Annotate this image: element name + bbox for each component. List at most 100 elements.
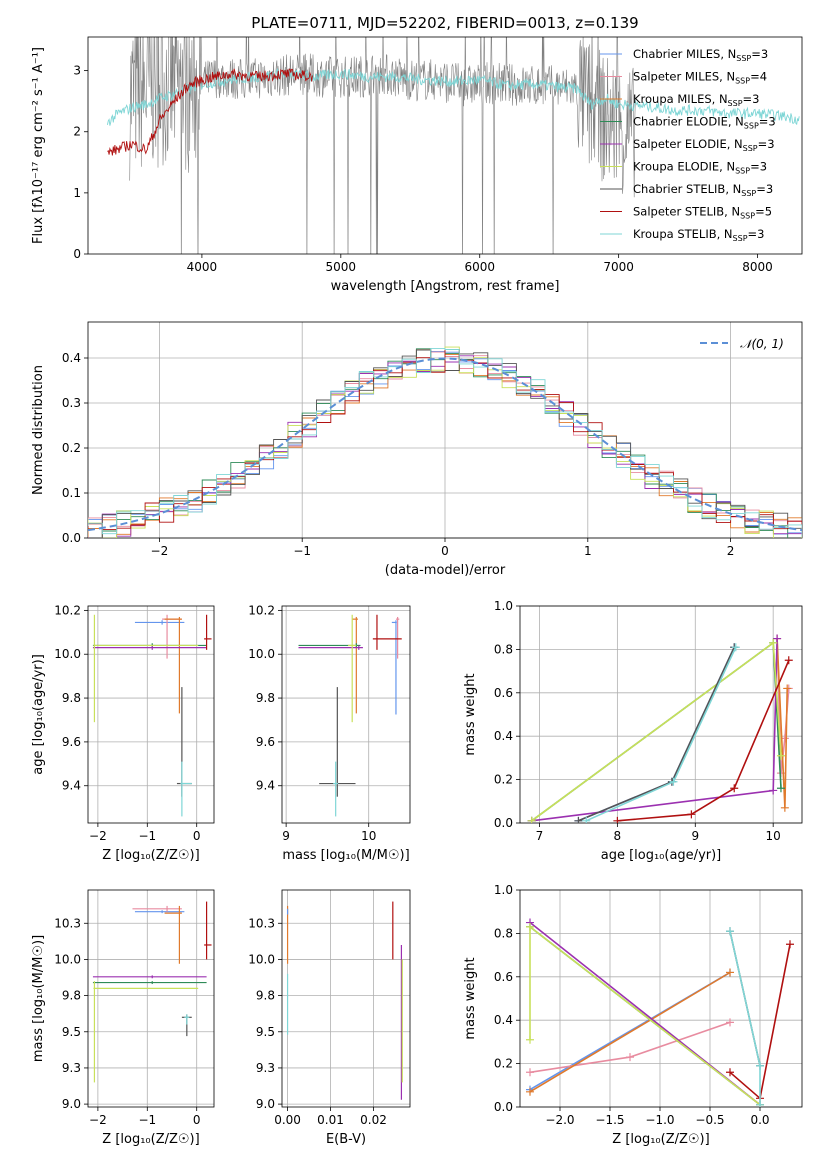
x-axis-label: mass [log₁₀(M/M☉)]	[282, 848, 409, 863]
weight-marker-kroupa-stelib	[731, 643, 740, 652]
legend-label: Chabrier MILES, NSSP=3	[633, 47, 768, 63]
legend-sub: SSP	[735, 167, 750, 176]
legend-label: Kroupa STELIB, NSSP=3	[633, 227, 764, 243]
legend-label: Kroupa MILES, NSSP=3	[633, 92, 759, 108]
legend-suffix: =3	[751, 47, 768, 61]
weight-marker-kroupa-miles	[780, 803, 789, 812]
weight-marker-salpeter-miles	[526, 1068, 534, 1077]
y-tick-label: 0.4	[62, 351, 81, 365]
weight-marker-salpeter-stelib	[687, 810, 696, 819]
weight-line-kroupa-miles	[529, 971, 731, 1093]
legend-label: 𝒩(0, 1)	[740, 337, 784, 351]
spectrum-panel: 4000 5000 6000 7000 8000 0 1 2 3 wavelength [Angs…	[31, 36, 803, 294]
y-tick-label: 10.0	[248, 952, 275, 966]
y-tick-label: 9.8	[256, 989, 275, 1003]
weight-marker-kroupa-stelib	[582, 816, 591, 823]
age-vs-Z-panel: −2 −1 0 9.4 9.6 9.8 10.0 10.2 Z [log₁₀(Z/Z☉)] age…	[31, 603, 215, 863]
legend-suffix: =3	[743, 92, 760, 106]
legend-suffix: =3	[758, 137, 775, 151]
legend-label: Salpeter STELIB, NSSP=5	[633, 205, 772, 221]
x-axis-label: (data-model)/error	[385, 563, 506, 578]
y-tick-label: 0.6	[494, 970, 513, 984]
x-tick-label: 9	[691, 829, 699, 843]
y-tick-label: 3	[73, 64, 81, 78]
y-tick-label: 9.6	[62, 735, 81, 749]
weight-marker-kroupa-miles	[526, 1087, 534, 1096]
y-tick-label: 10.0	[248, 647, 275, 661]
legend-sub: SSP	[744, 122, 759, 131]
y-tick-label: 9.8	[62, 691, 81, 705]
x-tick-label: 7000	[603, 260, 634, 274]
y-tick-label: 9.4	[256, 779, 275, 793]
weight-line-kroupa-stelib	[585, 646, 737, 822]
weight-vs-Z-panel: −2.0 −1.5 −1.0 −0.5 0.0 0.0 0.2 0.4 0.6 0.8 1.0 Z […	[463, 883, 803, 1147]
y-tick-label: 10.2	[248, 603, 275, 617]
legend-label: Kroupa ELODIE, NSSP=3	[633, 160, 767, 176]
y-tick-label: 1	[73, 186, 81, 200]
weight-vs-Z-plot-area	[526, 918, 794, 1107]
weight-marker-chabrier-elodie	[776, 784, 785, 793]
x-tick-label: −2	[89, 829, 107, 843]
x-tick-label: 7	[536, 829, 544, 843]
axes-frame	[87, 321, 803, 539]
y-tick-label: 1.0	[494, 599, 513, 613]
y-tick-label: 9.3	[256, 1061, 275, 1075]
mass-vs-Z-panel: −2 −1 0 9.0 9.3 9.5 9.8 10.0 10.3 Z [log₁₀(Z/Z☉)]…	[31, 889, 215, 1147]
x-tick-label: 0	[441, 544, 449, 558]
y-tick-label: 10.0	[54, 952, 81, 966]
x-tick-label: −1.0	[645, 1113, 674, 1127]
axes-frame	[519, 889, 803, 1108]
weight-marker-salpeter-elodie	[769, 786, 778, 795]
y-tick-label: 0.0	[62, 531, 81, 545]
x-tick-label: 10	[361, 829, 376, 843]
legend-suffix: =3	[748, 227, 765, 241]
x-tick-label: −2	[151, 544, 169, 558]
x-axis-label: Z [log₁₀(Z/Z☉)]	[612, 1132, 709, 1147]
age-vs-mass-plot-area	[298, 614, 402, 817]
axes-frame	[87, 605, 215, 824]
y-axis-label: Normed distribution	[31, 365, 46, 495]
weight-marker-salpeter-elodie	[773, 634, 782, 643]
axes-frame	[87, 889, 215, 1108]
y-tick-label: 0.2	[494, 773, 513, 787]
x-axis-label: age [log₁₀(age/yr)]	[601, 848, 722, 863]
legend-sub: SSP	[733, 234, 748, 243]
x-axis-label: Z [log₁₀(Z/Z☉)]	[102, 848, 199, 863]
y-tick-label: 0.2	[62, 441, 81, 455]
x-tick-label: 0	[193, 1113, 201, 1127]
x-tick-label: −1	[293, 544, 311, 558]
legend-sub: SSP	[735, 77, 750, 86]
legend-sub: SSP	[741, 189, 756, 198]
model-line-salpeter-stelib	[107, 68, 313, 156]
x-tick-label: 0.0	[750, 1113, 769, 1127]
weight-marker-salpeter-miles	[626, 1053, 634, 1062]
y-tick-label: 0.8	[494, 926, 513, 940]
x-tick-label: 8000	[742, 260, 773, 274]
y-tick-label: 0.2	[494, 1057, 513, 1071]
x-tick-label: −1.5	[595, 1113, 624, 1127]
y-axis-label: Flux [fλ10⁻¹⁷ erg cm⁻² s⁻¹ A⁻¹]	[31, 47, 46, 244]
weight-marker-kroupa-stelib	[756, 1100, 764, 1107]
y-tick-label: 0.3	[62, 396, 81, 410]
legend-label: Chabrier ELODIE, NSSP=3	[633, 115, 776, 131]
legend-sub: SSP	[736, 54, 751, 63]
y-tick-label: 9.0	[62, 1097, 81, 1111]
x-tick-label: 1	[584, 544, 592, 558]
weight-marker-kroupa-elodie	[526, 1035, 534, 1044]
weight-marker-kroupa-miles	[726, 968, 734, 977]
weight-vs-age-plot-area	[527, 634, 793, 823]
legend-sub: SSP	[743, 144, 758, 153]
legend-sub: SSP	[728, 99, 743, 108]
mass-vs-ebv-panel: 0.00 0.01 0.02 9.0 9.3 9.5 9.8 10.0 10.3 E(B-V)	[248, 889, 411, 1147]
legend-suffix: =3	[750, 160, 767, 174]
weight-marker-kroupa-elodie	[527, 816, 536, 823]
axes-frame	[87, 36, 803, 255]
y-tick-label: 2	[73, 125, 81, 139]
y-axis-label: mass [log₁₀(M/M☉)]	[31, 935, 46, 1062]
figure-title: PLATE=0711, MJD=52202, FIBERID=0013, z=0…	[251, 14, 638, 32]
y-tick-label: 9.4	[62, 779, 81, 793]
x-tick-label: 6000	[464, 260, 495, 274]
y-tick-label: 10.3	[54, 916, 81, 930]
weight-marker-salpeter-miles	[726, 1018, 734, 1027]
x-tick-label: 4000	[187, 260, 218, 274]
